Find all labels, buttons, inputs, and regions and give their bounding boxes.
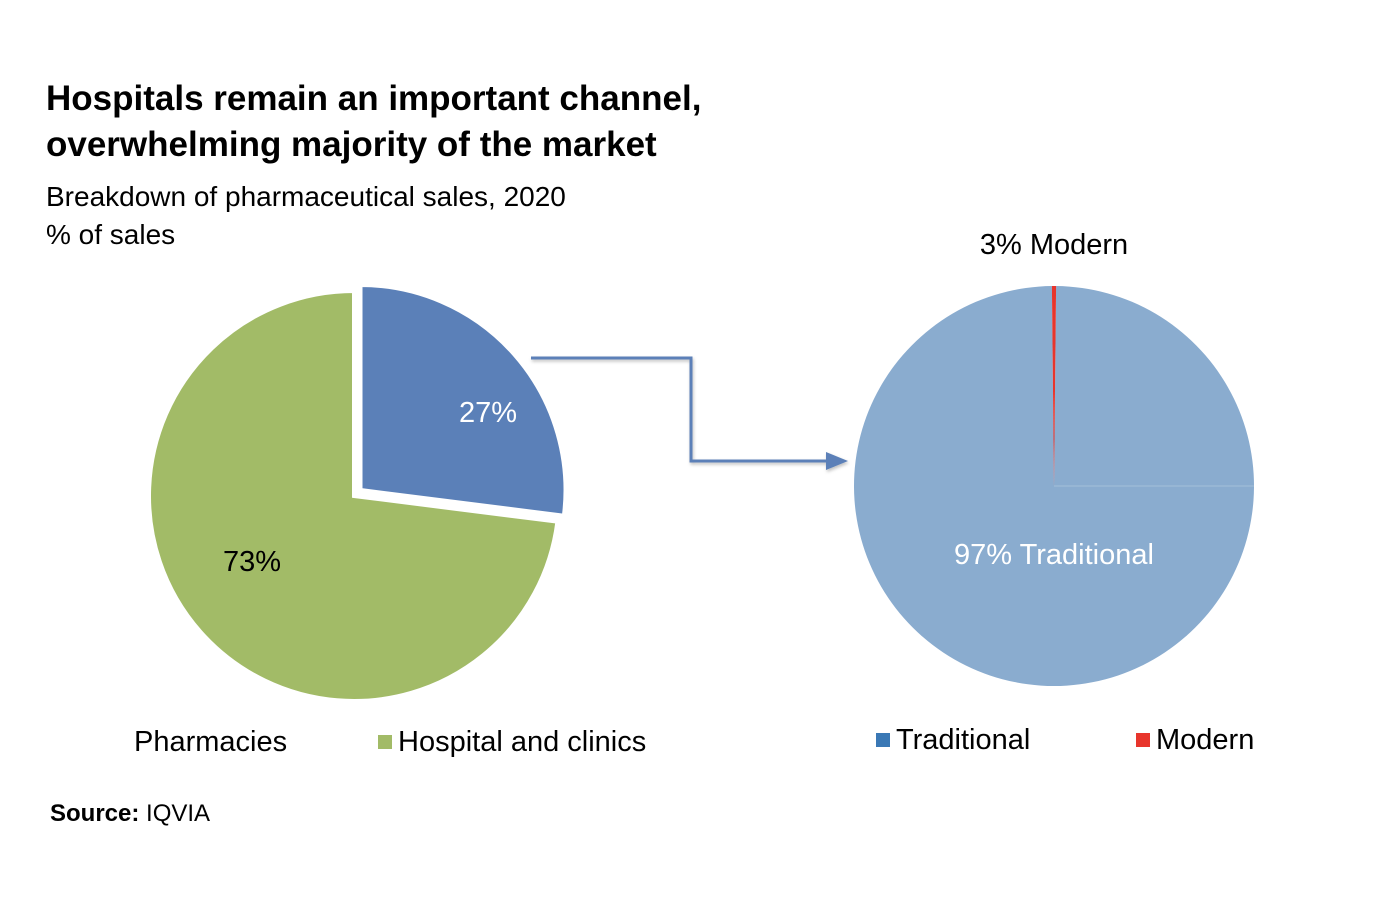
title-line-1: Hospitals remain an important channel, <box>46 79 702 118</box>
legend-item-traditional: Traditional <box>876 722 1030 758</box>
data-label-modern: 3% Modern <box>980 229 1128 261</box>
pie-slice-pharmacies <box>358 283 568 518</box>
data-label-hospital-clinics: 73% <box>223 546 281 578</box>
pie-sales-channel: 27% 73% <box>147 283 568 703</box>
legend-label-pharmacies: Pharmacies <box>134 726 288 758</box>
source-note: Source: IQVIA <box>50 800 210 828</box>
legend-swatch-traditional <box>876 733 890 747</box>
pie-slice-modern <box>1051 286 1057 486</box>
legend-item-hospital-clinics: Hospital and clinics <box>378 724 646 760</box>
data-label-traditional: 97% Traditional <box>954 539 1154 571</box>
legend-item-modern: Modern <box>1136 722 1254 758</box>
legend-label-hospital-clinics: Hospital and clinics <box>398 726 647 758</box>
legend-swatch-hospital-clinics <box>378 735 392 749</box>
legend-item-pharmacies: Pharmacies <box>134 724 287 760</box>
chart-subtitle: Breakdown of pharmaceutical sales, 2020 <box>46 181 566 212</box>
chart-title: Hospitals remain an important channel, o… <box>46 76 946 168</box>
connector-line <box>531 356 826 463</box>
source-value: IQVIA <box>146 800 211 827</box>
legend-label-modern: Modern <box>1156 724 1255 756</box>
data-label-pharmacies: 27% <box>459 397 517 429</box>
connector-arrowhead <box>826 452 848 470</box>
source-label: Source: <box>50 800 140 827</box>
title-line-2: overwhelming majority of the market <box>46 125 657 164</box>
pie-pharmacy-type: 97% Traditional 3% Modern <box>854 229 1254 686</box>
pie-slice-hospital-clinics <box>147 288 560 703</box>
unit-label: % of sales <box>46 219 176 250</box>
legend-label-traditional: Traditional <box>896 724 1031 756</box>
connector-arrow <box>531 356 848 470</box>
legend-swatch-modern <box>1136 733 1150 747</box>
